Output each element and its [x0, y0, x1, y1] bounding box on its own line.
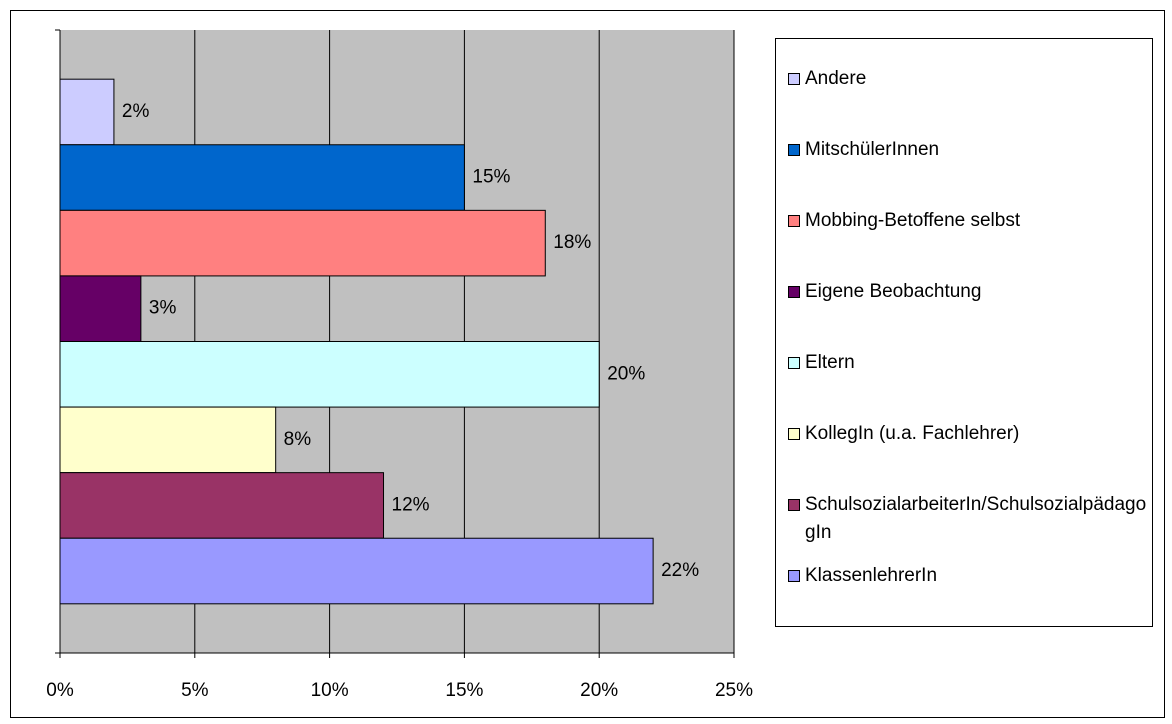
legend-swatch	[788, 286, 800, 298]
legend: Andere MitschülerInnen Mobbing-Betoffene s…	[775, 38, 1153, 627]
legend-swatch	[788, 144, 800, 156]
legend-swatch	[788, 215, 800, 227]
legend-entry: SchulsozialarbeiterIn/Schulsozialpädagog…	[788, 491, 1148, 547]
legend-label: KollegIn (u.a. Fachlehrer)	[805, 423, 1020, 444]
bar	[59, 144, 465, 211]
legend-swatch	[788, 570, 800, 582]
bar	[59, 537, 654, 605]
data-label: 8%	[284, 429, 312, 450]
bar	[59, 275, 142, 342]
data-label: 22%	[661, 560, 699, 581]
legend-entry: KollegIn (u.a. Fachlehrer)	[788, 420, 1148, 448]
data-label: 18%	[553, 232, 591, 253]
legend-swatch	[788, 499, 800, 511]
legend-entry: KlassenlehrerIn	[788, 562, 1148, 590]
legend-entry: Eigene Beobachtung	[788, 278, 1148, 306]
legend-entry: Andere	[788, 65, 1148, 93]
legend-swatch	[788, 428, 800, 440]
bar	[59, 209, 546, 277]
data-label: 15%	[472, 167, 510, 188]
legend-label: KlassenlehrerIn	[805, 565, 938, 586]
bar	[59, 341, 600, 408]
x-tick-label: 10%	[311, 680, 349, 701]
data-label: 20%	[607, 363, 645, 384]
legend-entry: MitschülerInnen	[788, 136, 1148, 164]
legend-label: Andere	[805, 68, 867, 89]
legend-label: Mobbing-Betoffene selbst	[805, 210, 1021, 231]
legend-label: SchulsozialarbeiterIn/Schulsozialpädagog…	[805, 494, 1147, 543]
legend-label: Eltern	[805, 352, 855, 373]
data-label: 2%	[122, 101, 150, 122]
legend-label: Eigene Beobachtung	[805, 281, 982, 302]
x-tick-label: 25%	[715, 680, 753, 701]
bar	[59, 78, 115, 146]
legend-swatch	[788, 73, 800, 85]
legend-entry: Eltern	[788, 349, 1148, 377]
bar	[59, 472, 385, 539]
x-tick-label: 5%	[181, 680, 209, 701]
x-tick-label: 15%	[445, 680, 483, 701]
legend-swatch	[788, 357, 800, 369]
legend-entry: Mobbing-Betoffene selbst	[788, 207, 1148, 235]
data-label: 12%	[392, 494, 430, 515]
x-tick-label: 0%	[46, 680, 74, 701]
bar	[59, 406, 277, 474]
x-tick-label: 20%	[580, 680, 618, 701]
data-label: 3%	[149, 298, 177, 319]
legend-label: MitschülerInnen	[805, 139, 940, 160]
